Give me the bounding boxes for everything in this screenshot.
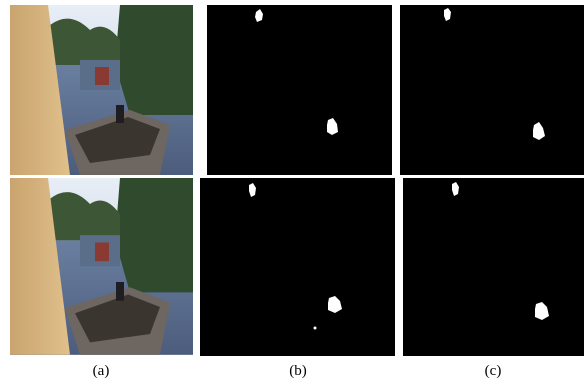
caption: (a) [93,363,110,379]
mask-c-top [400,5,584,175]
mask-b-top [207,5,392,175]
figure: (a) (b) (c) [0,0,584,385]
mask-b-bottom [200,178,395,356]
mask-c-bottom [403,178,584,356]
photo-a-bottom [10,178,193,355]
caption: (b) [289,363,307,379]
photo-a-top [10,5,193,175]
caption: (c) [485,363,502,379]
